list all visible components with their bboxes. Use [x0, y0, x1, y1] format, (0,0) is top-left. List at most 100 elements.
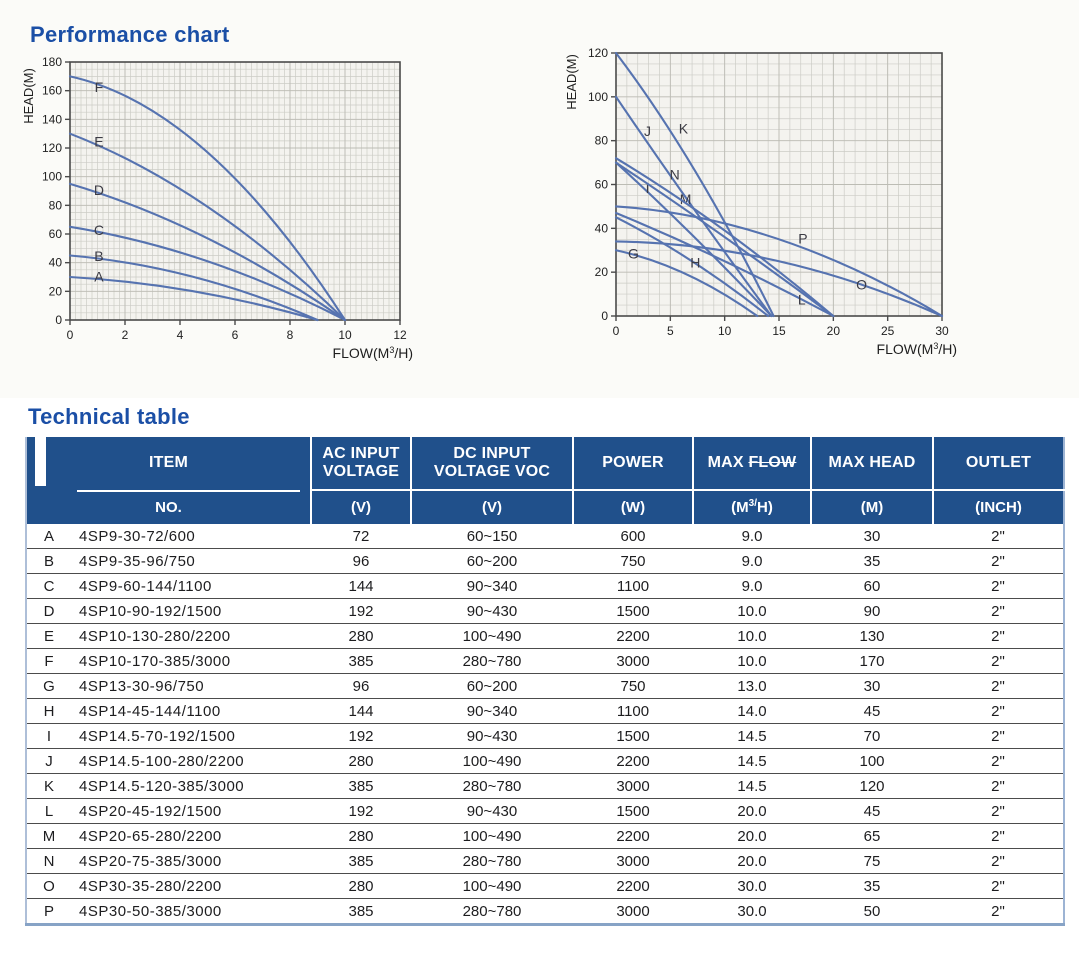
cell-letter: H	[26, 698, 71, 724]
cell-dc-voltage: 90~430	[411, 598, 573, 624]
col-header-item: ITEM	[26, 437, 311, 490]
curve-label-E: E	[94, 133, 103, 149]
col-header-ac-voltage: AC INPUT VOLTAGE	[310, 437, 411, 490]
curve-A	[68, 275, 319, 322]
x-tick-label: 0	[613, 324, 620, 338]
cell-power: 3000	[573, 648, 693, 674]
cell-model: 4SP10-170-385/3000	[71, 648, 311, 674]
y-tick-label: 80	[595, 134, 609, 148]
cell-dc-voltage: 280~780	[411, 648, 573, 674]
cell-max-flow: 20.0	[693, 848, 811, 874]
x-tick-label: 30	[935, 324, 949, 338]
cell-max-flow: 10.0	[693, 598, 811, 624]
table-row: K 4SP14.5-120-385/3000 385 280~780 3000 14.5 1…	[26, 773, 1064, 799]
col-header-outlet: OUTLET	[932, 437, 1064, 490]
cell-dc-voltage: 90~430	[411, 798, 573, 824]
cell-dc-voltage: 100~490	[411, 873, 573, 899]
cell-power: 3000	[573, 898, 693, 925]
cell-outlet: 2"	[933, 648, 1064, 674]
curve-H	[614, 216, 770, 318]
max-flow-strikethrough-word: FLOW	[748, 453, 797, 471]
curve-E	[68, 132, 347, 322]
y-tick-label: 60	[49, 227, 63, 241]
curve-label-N: N	[670, 167, 680, 183]
cell-ac-voltage: 192	[311, 798, 411, 824]
cell-ac-voltage: 385	[311, 848, 411, 874]
cell-model: 4SP20-75-385/3000	[71, 848, 311, 874]
col-header-max-head: MAX HEAD	[810, 437, 933, 490]
y-tick-label: 140	[42, 112, 62, 126]
curve-label-K: K	[679, 121, 689, 137]
cell-power: 1500	[573, 723, 693, 749]
cell-letter: J	[26, 748, 71, 774]
cell-outlet: 2"	[933, 524, 1064, 549]
x-tick-label: 4	[177, 328, 184, 342]
curve-label-P: P	[798, 230, 807, 246]
y-tick-label: 0	[55, 313, 62, 327]
cell-max-head: 170	[811, 648, 933, 674]
curve-label-A: A	[94, 269, 104, 285]
cell-max-head: 130	[811, 623, 933, 649]
unit-header-outlet: (INCH)	[932, 489, 1064, 524]
col-header-dc-voltage: DC INPUT VOLTAGE VOC	[410, 437, 573, 490]
table-row: J 4SP14.5-100-280/2200 280 100~490 2200 14.5 1…	[26, 748, 1064, 774]
cell-power: 600	[573, 524, 693, 549]
cell-outlet: 2"	[933, 798, 1064, 824]
cell-model: 4SP9-60-144/1100	[71, 573, 311, 599]
cell-ac-voltage: 385	[311, 773, 411, 799]
cell-max-head: 35	[811, 548, 933, 574]
x-tick-label: 10	[718, 324, 732, 338]
cell-letter: N	[26, 848, 71, 874]
cell-max-flow: 14.5	[693, 748, 811, 774]
cell-letter: G	[26, 673, 71, 699]
cell-letter: M	[26, 823, 71, 849]
x-tick-label: 12	[393, 328, 407, 342]
cell-dc-voltage: 100~490	[411, 623, 573, 649]
curve-I	[614, 161, 773, 318]
curve-D	[68, 182, 347, 322]
cell-max-head: 45	[811, 698, 933, 724]
cell-max-head: 45	[811, 798, 933, 824]
x-tick-label: 8	[287, 328, 294, 342]
cell-max-head: 70	[811, 723, 933, 749]
col-header-item-label: ITEM	[148, 454, 189, 472]
cell-letter: I	[26, 723, 71, 749]
y-tick-label: 120	[42, 141, 62, 155]
cell-power: 3000	[573, 848, 693, 874]
cell-model: 4SP10-90-192/1500	[71, 598, 311, 624]
x-tick-label: 5	[667, 324, 674, 338]
spec-table-header: ITEM AC INPUT VOLTAGE DC INPUT VOLTAGE V…	[26, 437, 1064, 524]
cell-model: 4SP14-45-144/1100	[71, 698, 311, 724]
cell-power: 2200	[573, 823, 693, 849]
cell-ac-voltage: 192	[311, 723, 411, 749]
spec-table-body: A 4SP9-30-72/600 72 60~150 600 9.0 30 2" B 4SP9-3…	[26, 524, 1064, 925]
unit-header-ac: (V)	[310, 489, 411, 524]
curve-label-M: M	[680, 191, 692, 207]
y-tick-label: 80	[49, 198, 63, 212]
cell-power: 2200	[573, 873, 693, 899]
y-tick-label: 160	[42, 84, 62, 98]
table-row: M 4SP20-65-280/2200 280 100~490 2200 20.0 65 2"	[26, 823, 1064, 849]
x-axis-title: FLOW(M3/H)	[877, 341, 957, 357]
col-header-power: POWER	[572, 437, 693, 490]
cell-ac-voltage: 280	[311, 748, 411, 774]
curve-label-I: I	[646, 180, 650, 196]
x-tick-label: 2	[122, 328, 129, 342]
cell-max-flow: 10.0	[693, 648, 811, 674]
cell-outlet: 2"	[933, 898, 1064, 925]
cell-model: 4SP14.5-100-280/2200	[71, 748, 311, 774]
curve-C	[68, 225, 347, 322]
cell-ac-voltage: 144	[311, 698, 411, 724]
cell-max-head: 50	[811, 898, 933, 925]
cell-ac-voltage: 192	[311, 598, 411, 624]
table-row: O 4SP30-35-280/2200 280 100~490 2200 30.0 35 2"	[26, 873, 1064, 899]
cell-dc-voltage: 60~200	[411, 673, 573, 699]
cell-max-head: 75	[811, 848, 933, 874]
cell-letter: L	[26, 798, 71, 824]
header-corner-notch	[35, 437, 46, 486]
cell-dc-voltage: 280~780	[411, 848, 573, 874]
unit-header-flow: (M3/H)	[692, 489, 811, 524]
cell-letter: A	[26, 524, 71, 549]
curve-label-C: C	[94, 222, 104, 238]
x-axis-title: FLOW(M3/H)	[333, 345, 413, 361]
